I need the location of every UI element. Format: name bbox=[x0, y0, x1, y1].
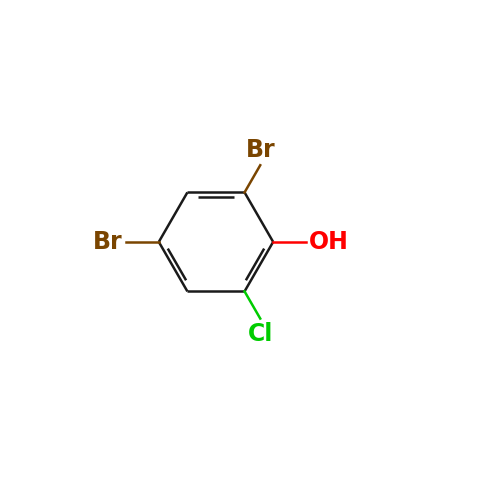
Text: Br: Br bbox=[245, 138, 275, 162]
Text: Cl: Cl bbox=[248, 321, 273, 345]
Text: OH: OH bbox=[309, 230, 349, 254]
Text: Br: Br bbox=[93, 230, 123, 254]
